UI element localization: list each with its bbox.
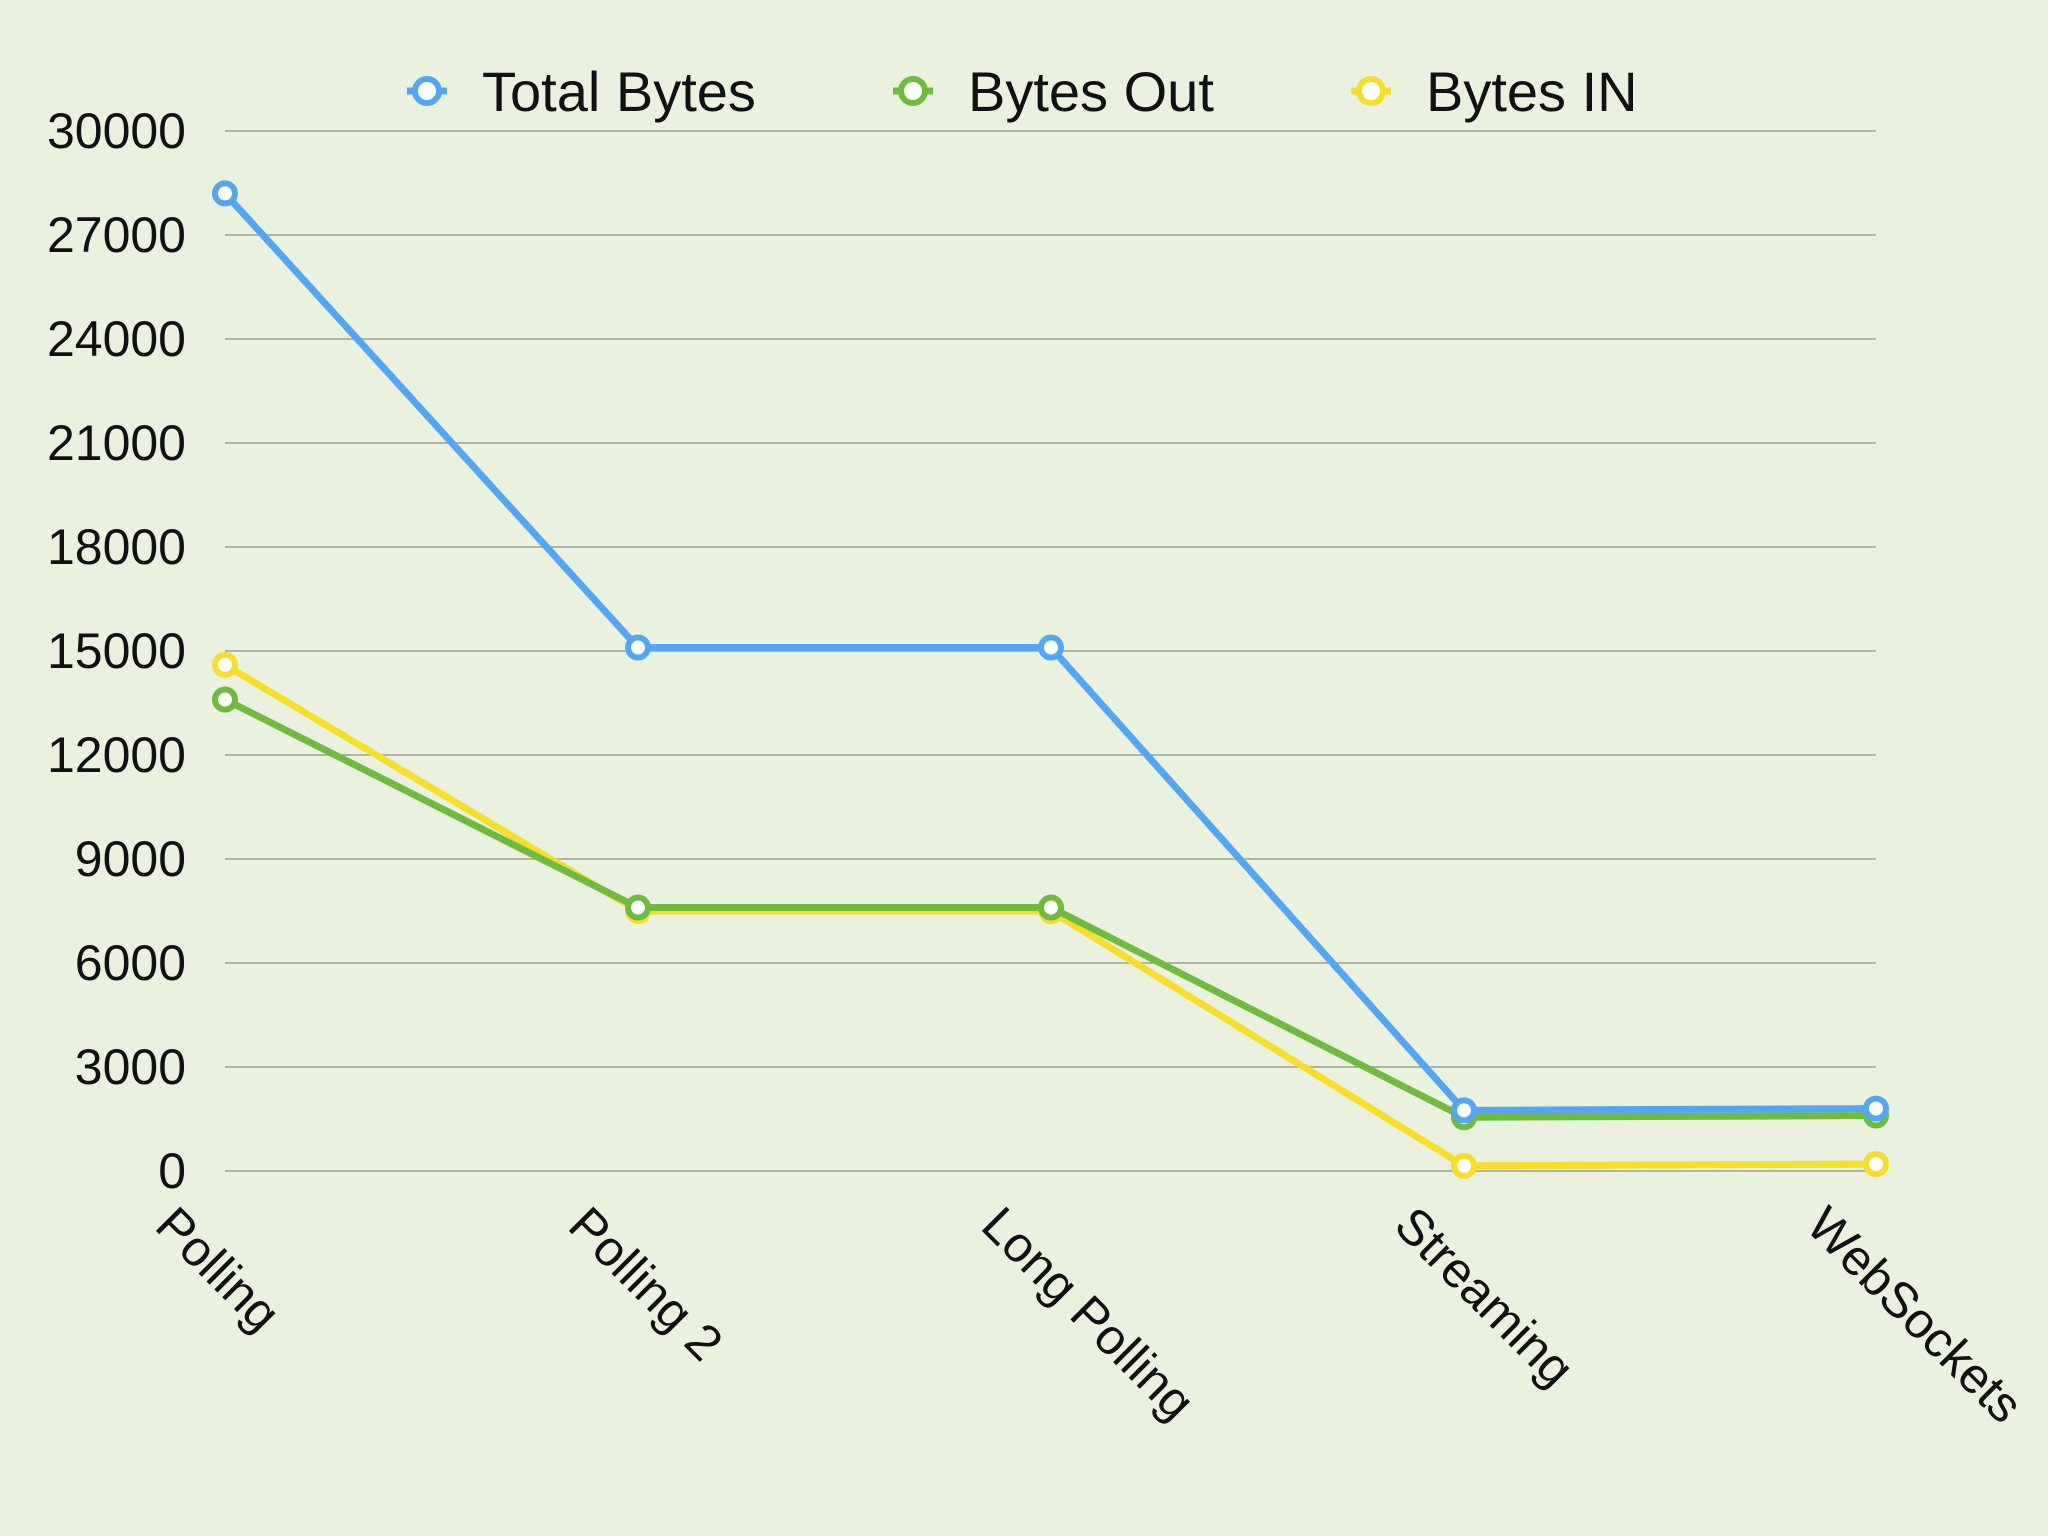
x-category-label: Polling 2 — [558, 1196, 733, 1371]
data-point — [625, 634, 651, 661]
y-tick-label: 15000 — [47, 623, 186, 679]
data-point — [1451, 1097, 1477, 1124]
data-point — [212, 180, 238, 207]
x-category-label: Streaming — [1384, 1196, 1585, 1397]
y-tick-label: 30000 — [47, 103, 186, 159]
legend-swatch-marker — [412, 76, 442, 106]
y-tick-label: 9000 — [75, 831, 186, 887]
y-tick-label: 0 — [158, 1143, 186, 1199]
legend-swatch-marker — [1356, 76, 1386, 106]
legend: Total Bytes Bytes Out Bytes IN — [407, 60, 1638, 123]
series-total-bytes — [212, 180, 1889, 1124]
x-category-label: WebSockets — [1796, 1196, 2033, 1433]
x-category-label: Long Polling — [971, 1196, 1205, 1430]
y-tick-label: 24000 — [47, 311, 186, 367]
legend-swatch-marker — [898, 76, 928, 106]
y-tick-label: 6000 — [75, 935, 186, 991]
legend-item: Bytes IN — [1351, 60, 1638, 123]
data-point — [1038, 894, 1064, 921]
y-tick-label: 18000 — [47, 519, 186, 575]
series-lines — [212, 180, 1889, 1179]
data-point — [1451, 1152, 1477, 1179]
data-point — [1863, 1151, 1889, 1178]
legend-label: Bytes Out — [968, 60, 1214, 123]
y-tick-label: 27000 — [47, 207, 186, 263]
x-axis-category-labels: Polling Polling 2 Long Polling Streaming Web… — [145, 1196, 2033, 1433]
y-tick-label: 12000 — [47, 727, 186, 783]
legend-item: Total Bytes — [407, 60, 756, 123]
legend-label: Bytes IN — [1426, 60, 1638, 123]
legend-label: Total Bytes — [482, 60, 756, 123]
data-point — [1863, 1095, 1889, 1122]
data-point — [1038, 634, 1064, 661]
y-tick-label: 3000 — [75, 1039, 186, 1095]
data-point — [212, 651, 238, 678]
y-axis-tick-labels: 3000027000240002100018000150001200090006… — [47, 103, 186, 1199]
x-category-label: Polling — [145, 1196, 291, 1342]
data-point — [212, 686, 238, 713]
y-tick-label: 21000 — [47, 415, 186, 471]
data-point — [625, 894, 651, 921]
legend-item: Bytes Out — [893, 60, 1214, 123]
